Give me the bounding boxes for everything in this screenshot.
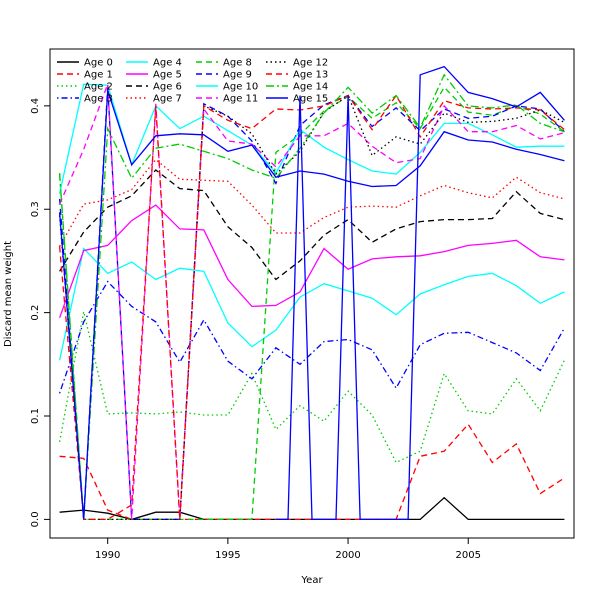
y-tick-label: 0.1 (30, 408, 41, 424)
legend-label: Age 6 (153, 82, 182, 93)
x-axis-label: Year (300, 575, 323, 586)
legend-label: Age 2 (84, 82, 113, 93)
x-tick-label: 2005 (456, 550, 481, 561)
legend-label: Age 0 (84, 58, 113, 69)
series-line-7 (59, 158, 565, 247)
legend-label: Age 12 (293, 58, 328, 69)
legend-label: Age 10 (223, 82, 258, 93)
legend-label: Age 1 (84, 70, 113, 81)
series-line-6 (59, 169, 565, 281)
series-line-12 (58, 94, 565, 521)
legend-label: Age 7 (153, 94, 182, 105)
y-axis: 0.0 0.1 0.2 0.3 0.4 (30, 98, 50, 527)
extra-series-line-0 (275, 65, 565, 521)
plot-frame (49, 48, 575, 539)
legend-label: Age 5 (153, 70, 182, 81)
legend-label: Age 11 (223, 94, 258, 105)
series-line-13 (58, 94, 565, 521)
legend-label: Age 14 (293, 82, 328, 93)
series-line-11 (59, 83, 565, 520)
series-line-4 (58, 247, 565, 361)
legend-label: Age 15 (293, 94, 328, 105)
series-lines (58, 65, 565, 521)
series-line-15 (58, 90, 565, 520)
series-line-5 (58, 204, 565, 319)
series-line-1 (59, 423, 565, 521)
legend-label: Age 9 (223, 70, 252, 81)
x-tick-label: 1995 (215, 550, 240, 561)
legend-label: Age 13 (293, 70, 328, 81)
y-tick-label: 0.2 (30, 305, 41, 321)
legend-label: Age 8 (223, 58, 252, 69)
x-tick-label: 2000 (335, 550, 360, 561)
y-tick-label: 0.4 (30, 98, 41, 114)
series-line-8 (58, 86, 565, 521)
legend-label: Age 3 (84, 94, 113, 105)
y-tick-label: 0.3 (30, 201, 41, 217)
series-line-3 (58, 280, 565, 394)
legend-label: Age 4 (153, 58, 182, 69)
y-tick-label: 0.0 (30, 511, 41, 527)
x-axis: 1990 1995 2000 2005 (95, 538, 481, 561)
x-tick-label: 1990 (95, 550, 120, 561)
series-line-10 (58, 83, 565, 194)
y-axis-label: Discard mean weight (3, 241, 14, 347)
